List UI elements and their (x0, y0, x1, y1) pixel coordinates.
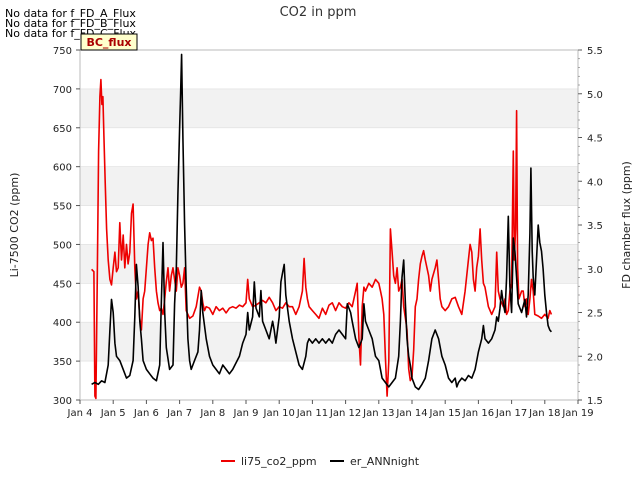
x-axis: Jan 4 Jan 5 Jan 6 Jan 7 Jan 8 Jan 9 Jan 10 Jan … (67, 400, 594, 419)
y-tick-label-300: 300 (53, 396, 72, 407)
y-tick-label-400: 400 (53, 318, 72, 329)
y2-tick-label-2.5: 2.5 (587, 309, 603, 320)
y2-tick-label-1.5: 1.5 (587, 396, 603, 407)
x-tick-label-15: Jan 15 (429, 408, 461, 419)
x-tick-label-12: Jan 12 (329, 408, 361, 419)
y2-tick-label-3.0: 3.0 (587, 265, 603, 276)
bc-flux-badge: BC_flux (80, 33, 138, 51)
y-tick-label-600: 600 (53, 163, 72, 174)
band-3 (80, 88, 578, 128)
x-tick-label-6: Jan 6 (133, 408, 159, 419)
x-tick-label-4: Jan 4 (67, 408, 93, 419)
no-data-note-c: No data for f_FD_C_Flux (5, 27, 137, 40)
legend-label-ann: er_ANNnight (350, 455, 420, 468)
x-tick-label-11: Jan 11 (296, 408, 328, 419)
series-line-li75_co2_ppm (91, 78, 553, 400)
x-tick-label-8: Jan 8 (199, 408, 225, 419)
y-tick-label-350: 350 (53, 357, 72, 368)
y2-tick-label-4.5: 4.5 (587, 134, 603, 145)
y2-tick-label-5.5: 5.5 (587, 46, 603, 57)
x-tick-label-5: Jan 5 (100, 408, 126, 419)
series-line-er_ANNnight (91, 53, 552, 391)
legend: li75_co2_ppm er_ANNnight (221, 455, 420, 468)
y-axis-left: 300 350 400 450 500 550 600 650 700 750 (53, 46, 80, 407)
x-tick-label-14: Jan 14 (395, 408, 427, 419)
y-tick-label-750: 750 (53, 46, 72, 57)
y2-tick-label-4.0: 4.0 (587, 177, 603, 188)
y-tick-label-650: 650 (53, 124, 72, 135)
y2-axis-title: FD chamber flux (ppm) (620, 161, 633, 289)
y-tick-label-500: 500 (53, 240, 72, 251)
bc-flux-label: BC_flux (86, 36, 131, 49)
x-tick-label-18: Jan 18 (528, 408, 560, 419)
no-data-note-b: No data for f_FD_B_Flux (5, 17, 136, 30)
band-0 (80, 322, 578, 362)
y-axis-right: 1.5 2.0 2.5 3.0 3.5 4.0 4.5 5.0 5.5 (578, 46, 603, 407)
no-data-note-a: No data for f_FD_A_Flux (5, 7, 136, 20)
x-tick-label-13: Jan 13 (362, 408, 394, 419)
series-layer (91, 53, 553, 400)
x-tick-label-7: Jan 7 (166, 408, 192, 419)
y-tick-label-550: 550 (53, 202, 72, 213)
y-tick-label-450: 450 (53, 279, 72, 290)
legend-label-li75: li75_co2_ppm (241, 455, 317, 468)
band-2 (80, 166, 578, 206)
bands-layer (80, 88, 578, 362)
y2-tick-label-5.0: 5.0 (587, 90, 603, 101)
chart-title: CO2 in ppm (280, 5, 357, 20)
x-tick-label-17: Jan 17 (495, 408, 527, 419)
x-tick-label-19: Jan 19 (561, 408, 593, 419)
y-axis-title: Li-7500 CO2 (ppm) (8, 173, 21, 278)
x-tick-label-9: Jan 9 (233, 408, 259, 419)
y2-tick-label-2.0: 2.0 (587, 352, 603, 363)
y2-tick-label-3.5: 3.5 (587, 221, 603, 232)
y-tick-label-700: 700 (53, 85, 72, 96)
x-tick-label-10: Jan 10 (263, 408, 295, 419)
x-tick-label-16: Jan 16 (462, 408, 494, 419)
